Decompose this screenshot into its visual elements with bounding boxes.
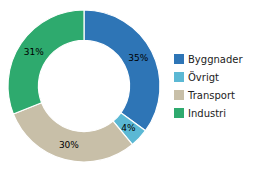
legend-swatch bbox=[174, 72, 184, 82]
legend-item: Industri bbox=[174, 108, 226, 119]
legend-item: Byggnader bbox=[174, 54, 243, 65]
legend-item: Transport bbox=[174, 90, 235, 101]
legend-label: Industri bbox=[188, 108, 226, 119]
legend-label: Transport bbox=[187, 90, 235, 101]
legend-item: Övrigt bbox=[174, 71, 219, 83]
data-label: 4% bbox=[121, 123, 136, 133]
legend-swatch bbox=[174, 54, 184, 64]
legend-label: Byggnader bbox=[188, 54, 243, 65]
legend-swatch bbox=[174, 108, 184, 118]
legend-label: Övrigt bbox=[188, 71, 219, 83]
legend-swatch bbox=[174, 90, 184, 100]
chart: 35% 4% 30% 31% Byggnader Övrigt Transport Indus… bbox=[0, 0, 266, 172]
data-label: 30% bbox=[59, 140, 79, 150]
slices bbox=[8, 10, 160, 162]
data-label: 31% bbox=[24, 47, 44, 57]
slice bbox=[13, 103, 132, 162]
data-label: 35% bbox=[128, 53, 148, 63]
legend: Byggnader Övrigt Transport Industri bbox=[174, 54, 243, 119]
slice bbox=[8, 10, 84, 114]
data-labels: 35% 4% 30% 31% bbox=[24, 47, 149, 150]
slice bbox=[84, 10, 160, 131]
